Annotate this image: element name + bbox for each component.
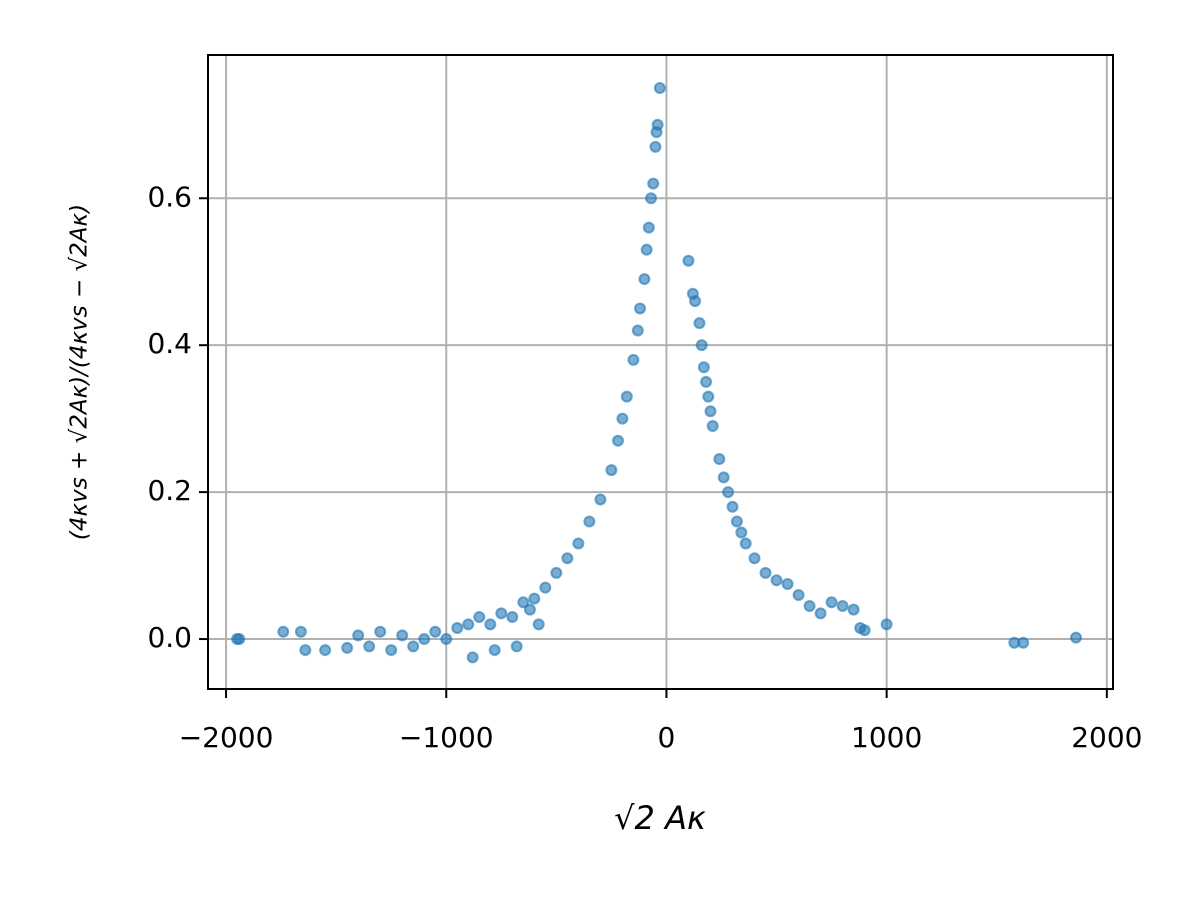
scatter-point (532, 618, 545, 631)
scatter-point (651, 118, 664, 131)
scatter-point (612, 434, 625, 447)
x-tick-label: 0 (658, 721, 676, 754)
scatter-point (572, 537, 585, 550)
scatter-point (418, 633, 431, 646)
scatter-point (706, 419, 719, 432)
scatter-point (792, 588, 805, 601)
scatter-point (759, 566, 772, 579)
scatter-point (722, 486, 735, 499)
y-axis-label: (4κvs + √2Aκ)/(4κvs − √2Aκ) (67, 204, 93, 540)
scatter-point (803, 599, 816, 612)
scatter-point (277, 625, 290, 638)
scatter-point (374, 625, 387, 638)
scatter-point (583, 515, 596, 528)
scatter-point (620, 390, 633, 403)
scatter-point (539, 581, 552, 594)
scatter-point (847, 603, 860, 616)
scatter-point (484, 618, 497, 631)
scatter-point (466, 651, 479, 664)
scatter-point (739, 537, 752, 550)
scatter-point (836, 599, 849, 612)
scatter-point (640, 243, 653, 256)
scatter-point (880, 618, 893, 631)
scatter-point (858, 624, 871, 637)
scatter-point (341, 641, 354, 654)
scatter-point (702, 390, 715, 403)
scatter-point (634, 302, 647, 315)
scatter-point (517, 596, 530, 609)
scatter-point (407, 640, 420, 653)
points (231, 82, 1083, 664)
scatter-point (429, 625, 442, 638)
scatter-point (642, 221, 655, 234)
scatter-point (488, 644, 501, 657)
scatter-point (627, 353, 640, 366)
y-tick-label: 0.0 (147, 621, 192, 654)
plot-frame (207, 54, 1114, 690)
scatter-point (495, 607, 508, 620)
x-axis-label: √2 Aκ (614, 799, 706, 837)
scatter-point (352, 629, 365, 642)
scatter-point (695, 339, 708, 352)
scatter-point (299, 644, 312, 657)
scatter-point (363, 640, 376, 653)
scatter-point (717, 471, 730, 484)
scatter-point (451, 622, 464, 635)
scatter-point (682, 254, 695, 267)
scatter-point (653, 82, 666, 95)
x-tick-label: −1000 (399, 721, 494, 754)
scatter-point (638, 273, 651, 286)
scatter-point (616, 412, 629, 425)
scatter-point (319, 644, 332, 657)
x-tick-label: 1000 (851, 721, 922, 754)
scatter-point (693, 317, 706, 330)
scatter-point (770, 574, 783, 587)
x-tick-label: 2000 (1071, 721, 1142, 754)
scatter-point (550, 566, 563, 579)
scatter-point (233, 633, 246, 646)
scatter-point (647, 177, 660, 190)
scatter-point (594, 493, 607, 506)
scatter-point (523, 603, 536, 616)
scatter-point (631, 324, 644, 337)
scatter-point (510, 640, 523, 653)
scatter-point (689, 295, 702, 308)
scatter-point (528, 592, 541, 605)
scatter-point (1070, 631, 1083, 644)
scatter-point (462, 618, 475, 631)
scatter-point (506, 611, 519, 624)
scatter-point (748, 552, 761, 565)
scatter-point (396, 629, 409, 642)
scatter-point (814, 607, 827, 620)
scatter-point (697, 361, 710, 374)
scatter-point (713, 453, 726, 466)
scatter-point (385, 644, 398, 657)
scatter-point (825, 596, 838, 609)
scatter-point (645, 192, 658, 205)
y-tick-label: 0.6 (147, 180, 192, 213)
scatter-point (735, 526, 748, 539)
scatter-point (704, 405, 717, 418)
y-tick-label: 0.2 (147, 474, 192, 507)
scatter-point (700, 375, 713, 388)
scatter-point (605, 464, 618, 477)
scatter-point (781, 577, 794, 590)
scatter-point (1017, 636, 1030, 649)
scatter-point (561, 552, 574, 565)
x-tick-label: −2000 (179, 721, 274, 754)
scatter-point (294, 625, 307, 638)
y-tick-label: 0.4 (147, 327, 192, 360)
scatter-point (730, 515, 743, 528)
scatter-point (726, 500, 739, 513)
scatter-point (473, 611, 486, 624)
scatter-point (649, 140, 662, 153)
scatter-point (440, 633, 453, 646)
